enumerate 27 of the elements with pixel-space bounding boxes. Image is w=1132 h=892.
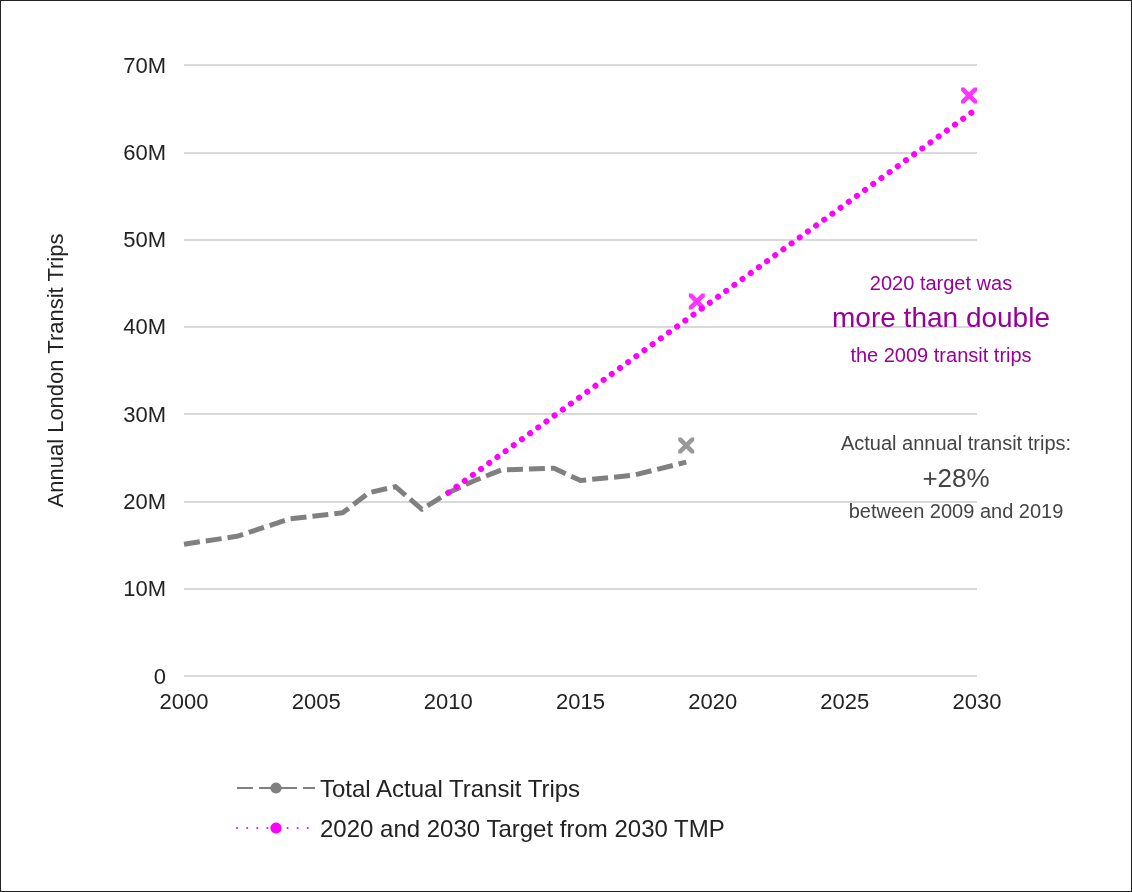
x-tick-label: 2015 [556, 688, 605, 714]
annotation: 2020 target was [869, 272, 1013, 294]
y-tick-label: 0 [153, 663, 166, 689]
y-tick-label: 30M [123, 401, 166, 427]
annotation: more than double [832, 301, 1050, 333]
y-tick-label: 50M [123, 227, 166, 253]
x-tick-label: 2030 [952, 688, 1002, 714]
point [678, 437, 695, 454]
point [961, 87, 978, 104]
y-axis-title: Annual London Transit Trips [42, 233, 68, 508]
annotation: Actual annual transit trips: [840, 432, 1072, 454]
x-tick-label: 2025 [820, 688, 870, 714]
annotation: +28% [922, 463, 990, 493]
y-tick-label: 10M [123, 576, 166, 602]
x-tick-label: 2005 [291, 688, 341, 714]
annotation: the 2009 transit trips [850, 344, 1032, 366]
x-tick-label: 2010 [423, 688, 473, 714]
y-tick-label: 60M [123, 139, 166, 165]
x-tick-label: 2000 [159, 688, 209, 714]
y-tick-label: 40M [123, 314, 166, 340]
point [688, 293, 705, 310]
x-tick-label: 2020 [688, 688, 738, 714]
legend-label: Total Actual Transit Trips [320, 774, 581, 802]
y-tick-label: 70M [123, 52, 166, 78]
annotation: between 2009 and 2019 [848, 500, 1064, 522]
legend-label: 2020 and 2030 Target from 2030 TMP [320, 814, 725, 842]
y-tick-label: 20M [123, 488, 166, 514]
